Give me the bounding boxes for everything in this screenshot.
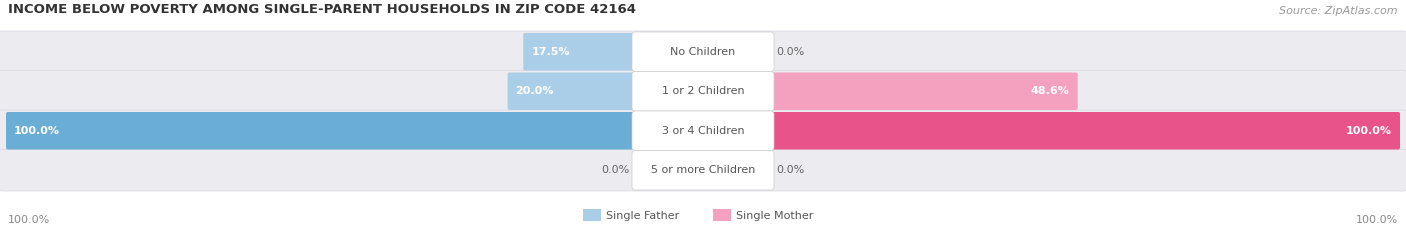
Text: 100.0%: 100.0%: [1346, 126, 1392, 136]
Text: 100.0%: 100.0%: [1355, 215, 1398, 225]
Text: Single Father: Single Father: [606, 211, 679, 221]
Text: Single Mother: Single Mother: [735, 211, 814, 221]
Text: 100.0%: 100.0%: [8, 215, 51, 225]
FancyBboxPatch shape: [0, 150, 1406, 191]
FancyBboxPatch shape: [633, 72, 773, 111]
Text: 17.5%: 17.5%: [531, 47, 569, 57]
FancyBboxPatch shape: [0, 110, 1406, 151]
Text: 20.0%: 20.0%: [516, 86, 554, 96]
Text: 1 or 2 Children: 1 or 2 Children: [662, 86, 744, 96]
FancyBboxPatch shape: [633, 151, 773, 190]
Text: 0.0%: 0.0%: [776, 165, 804, 175]
Text: INCOME BELOW POVERTY AMONG SINGLE-PARENT HOUSEHOLDS IN ZIP CODE 42164: INCOME BELOW POVERTY AMONG SINGLE-PARENT…: [8, 3, 636, 16]
Text: 5 or more Children: 5 or more Children: [651, 165, 755, 175]
Text: 48.6%: 48.6%: [1031, 86, 1070, 96]
FancyBboxPatch shape: [523, 33, 637, 71]
FancyBboxPatch shape: [769, 112, 1400, 150]
FancyBboxPatch shape: [769, 72, 1078, 110]
Text: 0.0%: 0.0%: [776, 47, 804, 57]
FancyBboxPatch shape: [583, 209, 600, 221]
Text: 0.0%: 0.0%: [602, 165, 630, 175]
Text: Source: ZipAtlas.com: Source: ZipAtlas.com: [1279, 6, 1398, 16]
FancyBboxPatch shape: [6, 112, 637, 150]
Text: No Children: No Children: [671, 47, 735, 57]
FancyBboxPatch shape: [0, 31, 1406, 72]
Text: 3 or 4 Children: 3 or 4 Children: [662, 126, 744, 136]
FancyBboxPatch shape: [633, 32, 773, 72]
FancyBboxPatch shape: [633, 111, 773, 151]
FancyBboxPatch shape: [508, 72, 637, 110]
FancyBboxPatch shape: [0, 71, 1406, 112]
FancyBboxPatch shape: [713, 209, 731, 221]
Text: 100.0%: 100.0%: [14, 126, 60, 136]
